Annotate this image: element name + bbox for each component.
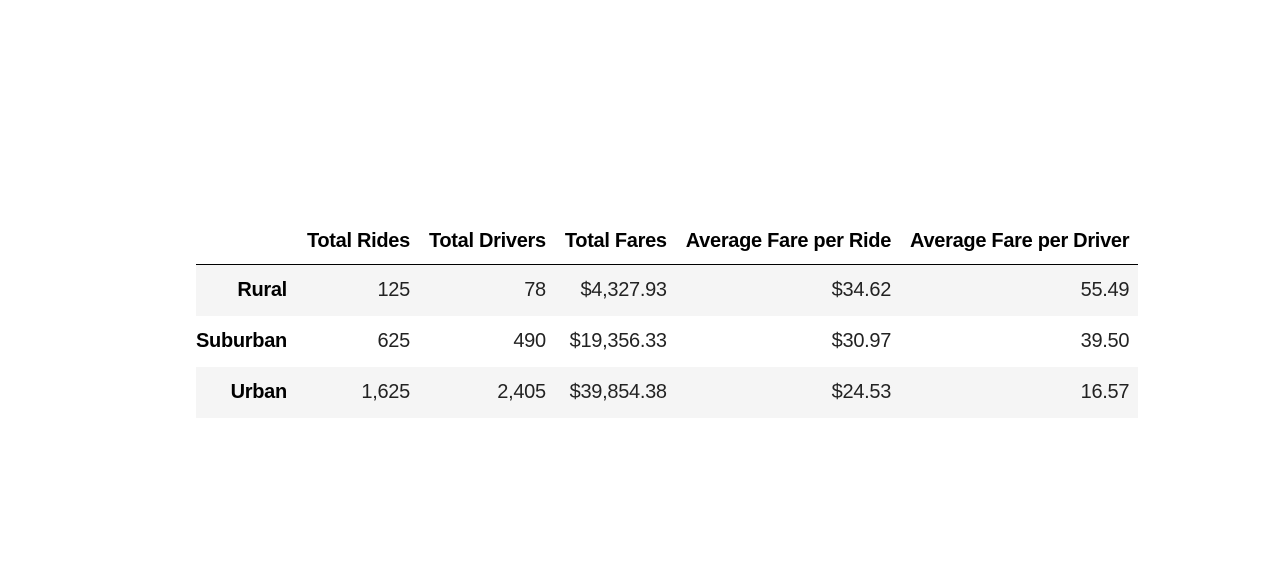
- cell-average-fare-per-ride: $24.53: [831, 380, 892, 403]
- cell-total-drivers: 2,405: [497, 380, 546, 403]
- cell-average-fare-per-driver: 39.50: [1080, 329, 1130, 352]
- cell-total-fares: $39,854.38: [569, 380, 667, 403]
- cell-total-drivers: 490: [513, 329, 546, 352]
- cell-total-fares: $4,327.93: [580, 278, 667, 301]
- table-row-urban: Urban 1,625 2,405 $39,854.38 $24.53 16.5…: [196, 366, 1139, 418]
- row-label: Rural: [237, 278, 287, 301]
- row-label: Suburban: [196, 329, 287, 352]
- cell-total-fares: $19,356.33: [569, 329, 667, 352]
- cell-total-drivers: 78: [524, 278, 546, 301]
- cell-total-rides: 625: [377, 329, 410, 352]
- table-row-rural: Rural 125 78 $4,327.93 $34.62 55.49: [196, 264, 1139, 316]
- cell-total-rides: 1,625: [361, 380, 410, 403]
- cell-average-fare-per-driver: 16.57: [1080, 380, 1130, 403]
- header-row: Total Rides Total Drivers Total Fares Av…: [196, 218, 1139, 265]
- column-header-total-rides: Total Rides: [296, 218, 419, 265]
- column-header-total-fares: Total Fares: [554, 218, 676, 265]
- cell-average-fare-per-ride: $34.62: [831, 278, 892, 301]
- index-header-blank: [196, 218, 297, 265]
- column-header-total-drivers: Total Drivers: [418, 218, 555, 265]
- summary-table-container: Total Rides Total Drivers Total Fares Av…: [196, 218, 1139, 418]
- cell-total-rides: 125: [377, 278, 410, 301]
- table-body: Rural 125 78 $4,327.93 $34.62 55.49 Subu…: [196, 264, 1139, 418]
- cell-average-fare-per-driver: 55.49: [1080, 278, 1130, 301]
- column-header-average-fare-per-driver: Average Fare per Driver: [900, 218, 1139, 265]
- column-header-average-fare-per-ride: Average Fare per Ride: [675, 218, 901, 265]
- table-row-suburban: Suburban 625 490 $19,356.33 $30.97 39.50: [196, 316, 1138, 367]
- row-label: Urban: [230, 380, 288, 403]
- table-header: Total Rides Total Drivers Total Fares Av…: [196, 218, 1139, 265]
- summary-table: Total Rides Total Drivers Total Fares Av…: [196, 218, 1139, 418]
- cell-average-fare-per-ride: $30.97: [831, 329, 892, 352]
